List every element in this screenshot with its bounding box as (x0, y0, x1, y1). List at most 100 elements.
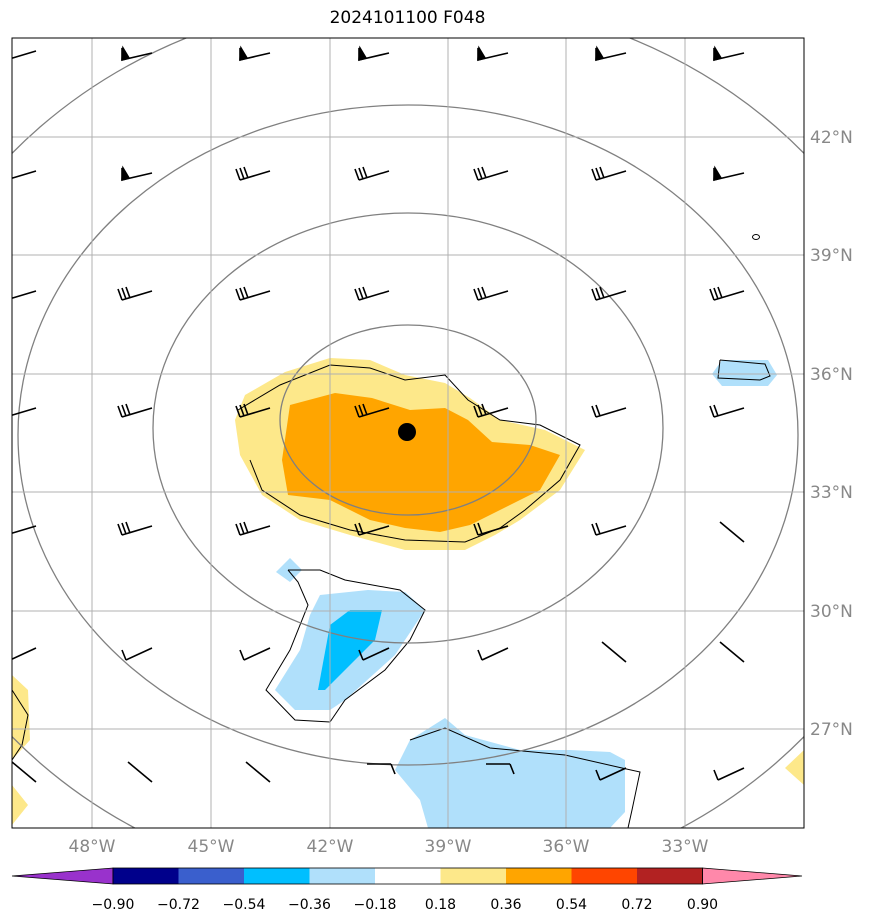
wind-barb (121, 647, 153, 661)
storm-center-marker (398, 423, 416, 441)
wind-barb (354, 522, 390, 536)
wind-barbs (12, 45, 745, 783)
colorbar-segment (571, 868, 637, 884)
lat-label: 33°N (810, 483, 853, 503)
wind-barb (591, 166, 627, 181)
anomaly-fill-light-yellow-southwest (12, 785, 28, 825)
wind-barb (358, 647, 390, 661)
wind-barb (239, 47, 271, 61)
wind-barb (12, 525, 37, 535)
wind-barb (12, 290, 37, 300)
lon-label: 45°W (188, 837, 235, 857)
wind-barb (121, 47, 153, 61)
wind-barb (713, 767, 745, 781)
colorbar-tick-label: −0.54 (223, 897, 266, 913)
wind-barb (601, 641, 627, 663)
wind-barb (117, 403, 153, 418)
wind-barb (12, 170, 37, 180)
wind-barb (358, 47, 390, 61)
longitude-labels: 48°W 45°W 42°W 39°W 36°W 33°W (69, 837, 709, 857)
colorbar-tick-label: 0.90 (687, 897, 718, 913)
wind-barb (486, 763, 515, 775)
wind-barb (245, 761, 271, 783)
wind-barb (12, 761, 37, 783)
colorbar-segment (506, 868, 572, 884)
wind-barb (235, 286, 271, 301)
lon-label: 33°W (662, 837, 709, 857)
map-area (12, 38, 804, 828)
lat-label: 39°N (810, 246, 853, 266)
wind-barb (719, 521, 745, 543)
wind-barb (713, 47, 745, 61)
colorbar-tick-label: 0.54 (556, 897, 587, 913)
wind-barb (12, 407, 37, 417)
wind-barb (713, 167, 745, 181)
map-frame (11, 37, 805, 829)
colorbar-segment (178, 868, 244, 884)
colorbar-tick-label: 0.18 (425, 897, 456, 913)
colorbar-tick-label: −0.72 (157, 897, 200, 913)
anomaly-fill-light-yellow-southeast (785, 750, 804, 785)
colorbar: −0.90 −0.72 −0.54 −0.36 −0.18 0.18 0.36 … (11, 867, 803, 913)
lat-label: 36°N (810, 365, 853, 385)
wind-barb (709, 404, 745, 418)
colorbar-segment (637, 868, 703, 884)
colorbar-segment (309, 868, 375, 884)
wind-barb (473, 166, 509, 181)
colorbar-extend-high (702, 867, 803, 885)
wind-barb (477, 47, 509, 61)
anomaly-fill-light-blue-bottom (395, 718, 625, 828)
lat-label: 42°N (810, 128, 853, 148)
colorbar-segment (113, 868, 179, 884)
wind-barb (719, 641, 745, 663)
lon-label: 48°W (69, 837, 116, 857)
latitude-labels: 42°N 39°N 36°N 33°N 30°N 27°N (810, 128, 853, 740)
wind-barb (709, 286, 745, 301)
anomaly-fill-light-blue-east (712, 360, 777, 386)
wind-barb (367, 763, 396, 775)
wind-barb (591, 404, 627, 418)
wind-barb (127, 761, 153, 783)
positive-anomaly-region (12, 358, 804, 825)
wind-barb (12, 647, 37, 660)
colorbar-tick-label: −0.90 (92, 897, 135, 913)
wind-barb (354, 403, 390, 418)
wind-barb (477, 647, 509, 661)
anomaly-fill-deep-blue (318, 610, 382, 690)
colorbar-extend-low (11, 867, 114, 885)
lat-label: 30°N (810, 602, 853, 622)
wind-barb (473, 403, 509, 418)
wind-barb (473, 522, 509, 536)
thin-black-contours (12, 234, 771, 828)
colorbar-tick-label: −0.36 (288, 897, 331, 913)
anomaly-fill-orange (282, 393, 560, 532)
lon-label: 39°W (425, 837, 472, 857)
colorbar-tick-label: 0.72 (621, 897, 652, 913)
wind-barb (473, 286, 509, 301)
wind-barb (117, 286, 153, 301)
concentric-pressure-contours (12, 38, 804, 828)
wind-barb (239, 647, 271, 661)
wind-barb (235, 403, 271, 418)
colorbar-tick-label: 0.36 (490, 897, 521, 913)
wind-barb (235, 521, 271, 536)
wind-barb (121, 167, 153, 181)
negative-anomaly-region (275, 360, 777, 828)
lon-label: 42°W (307, 837, 354, 857)
wind-barb (591, 286, 627, 301)
lat-label: 27°N (810, 720, 853, 740)
wind-barb (117, 521, 153, 536)
graticule (12, 38, 804, 828)
map-title: 2024101100 F048 (329, 8, 486, 28)
wind-barb (354, 166, 390, 181)
wind-barb (591, 522, 627, 536)
colorbar-segment (244, 868, 310, 884)
wind-barb (595, 767, 627, 781)
wind-barb (354, 286, 390, 301)
wind-barb (595, 47, 627, 61)
colorbar-segment (375, 868, 441, 884)
wind-barb (12, 50, 37, 60)
lon-label: 36°W (543, 837, 590, 857)
colorbar-tick-label: −0.18 (354, 897, 397, 913)
